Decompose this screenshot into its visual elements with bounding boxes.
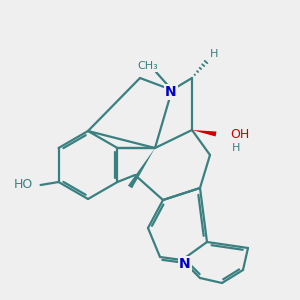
Text: N: N [179,257,191,271]
Text: H: H [232,143,240,153]
Polygon shape [128,148,155,188]
Text: CH₃: CH₃ [138,61,158,71]
Text: HO: HO [13,178,33,191]
Polygon shape [192,130,216,136]
Text: N: N [165,85,177,99]
Text: H: H [210,49,218,59]
Text: OH: OH [230,128,249,142]
